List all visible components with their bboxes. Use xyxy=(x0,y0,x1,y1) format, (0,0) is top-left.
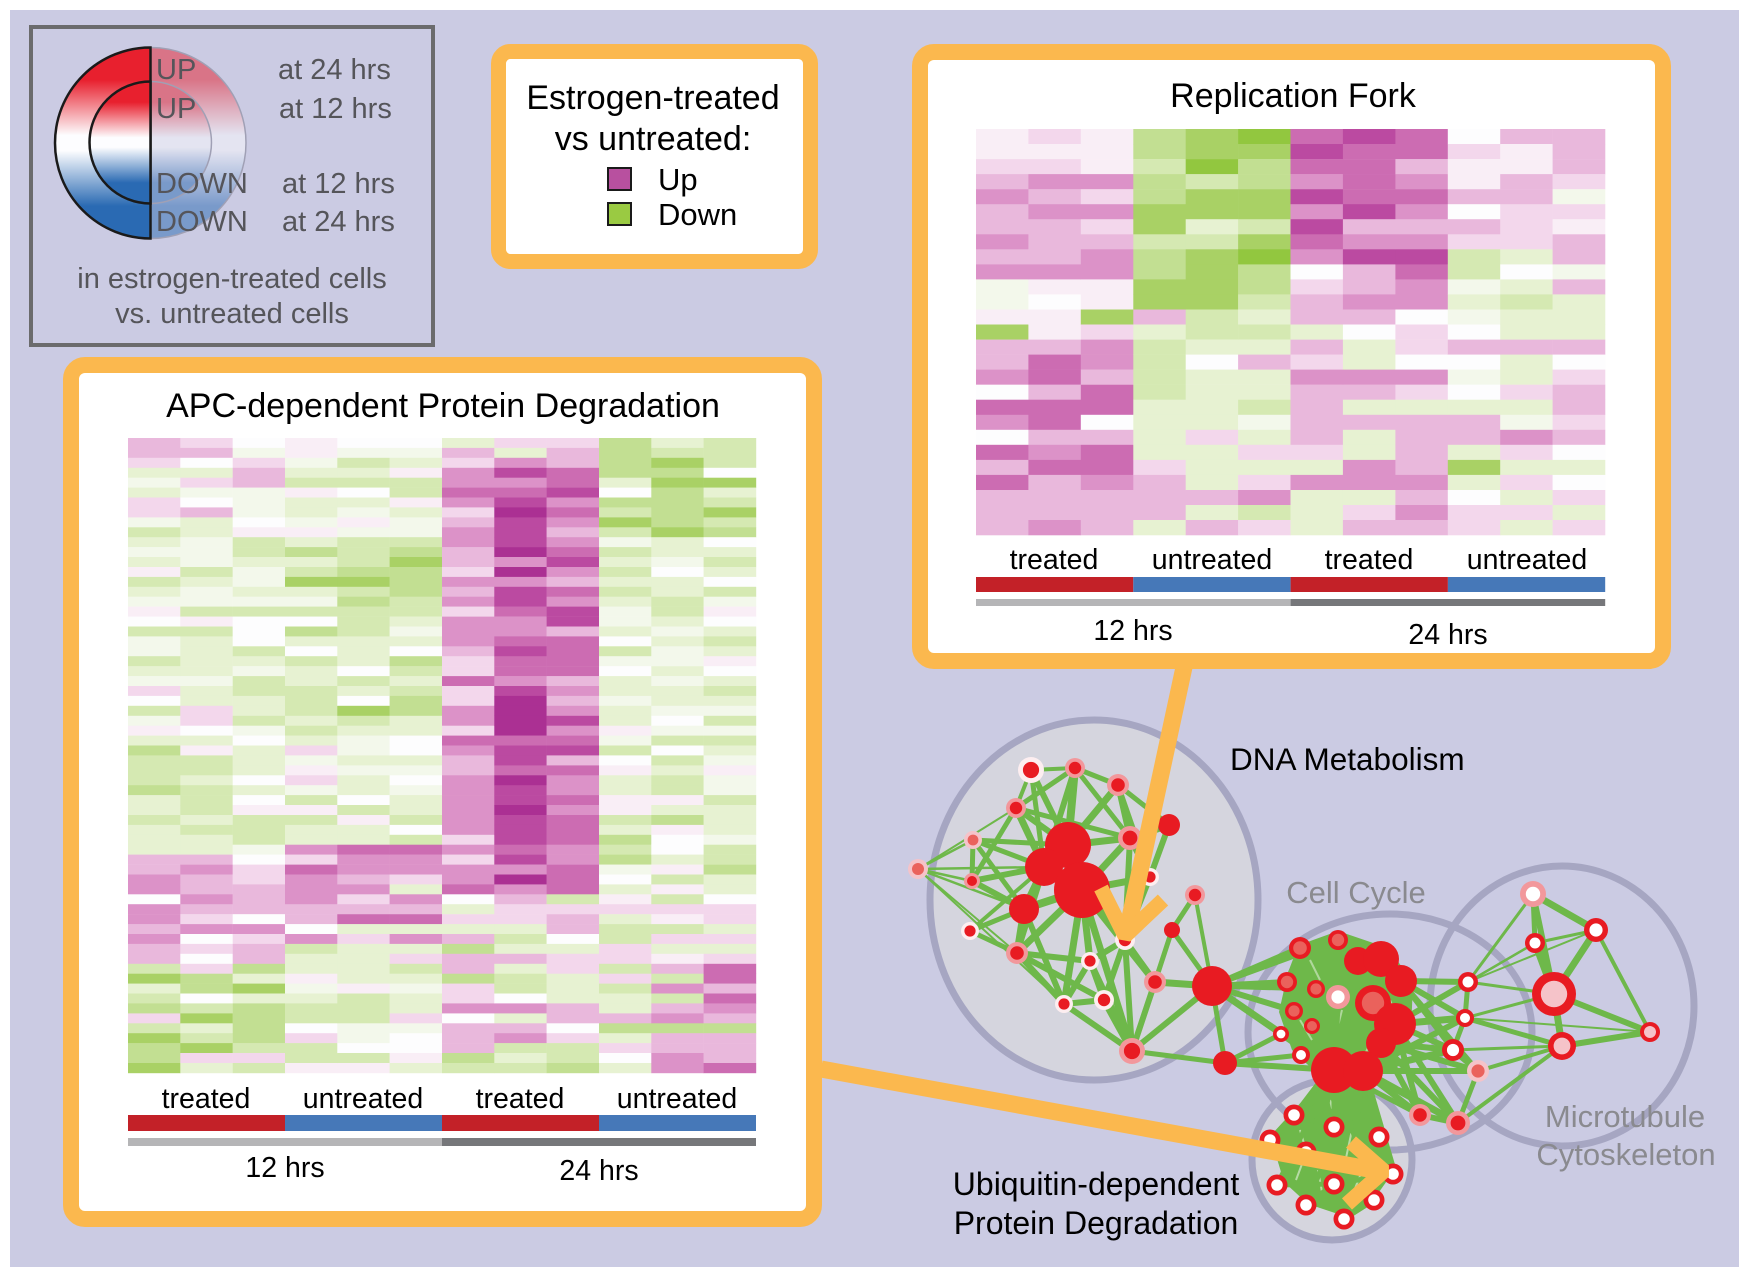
svg-text:Cell Cycle: Cell Cycle xyxy=(1286,875,1426,910)
svg-text:untreated: untreated xyxy=(303,1083,423,1115)
svg-text:Cytoskeleton: Cytoskeleton xyxy=(1536,1137,1715,1172)
svg-text:APC-dependent Protein Degradat: APC-dependent Protein Degradation xyxy=(166,387,720,425)
svg-text:Estrogen-treated: Estrogen-treated xyxy=(526,79,779,117)
svg-text:12 hrs: 12 hrs xyxy=(1093,615,1172,647)
svg-text:12 hrs: 12 hrs xyxy=(245,1152,324,1184)
svg-text:treated: treated xyxy=(1325,544,1414,576)
svg-text:Up: Up xyxy=(658,162,698,197)
svg-text:vs untreated:: vs untreated: xyxy=(555,120,752,158)
svg-text:UP: UP xyxy=(156,93,196,125)
svg-text:at 24 hrs: at 24 hrs xyxy=(282,206,395,238)
svg-text:at 24 hrs: at 24 hrs xyxy=(278,54,391,86)
svg-text:Down: Down xyxy=(658,197,737,232)
svg-text:24 hrs: 24 hrs xyxy=(1408,619,1487,651)
svg-text:Ubiquitin-dependent: Ubiquitin-dependent xyxy=(953,1166,1240,1202)
svg-text:at 12 hrs: at 12 hrs xyxy=(279,93,392,125)
svg-text:untreated: untreated xyxy=(617,1083,737,1115)
svg-text:DNA Metabolism: DNA Metabolism xyxy=(1230,741,1465,777)
svg-text:treated: treated xyxy=(1010,544,1099,576)
svg-text:at 12 hrs: at 12 hrs xyxy=(282,168,395,200)
svg-text:untreated: untreated xyxy=(1467,544,1587,576)
svg-text:Protein Degradation: Protein Degradation xyxy=(954,1205,1239,1241)
svg-text:untreated: untreated xyxy=(1152,544,1272,576)
svg-text:Microtubule: Microtubule xyxy=(1545,1099,1705,1134)
svg-text:treated: treated xyxy=(162,1083,251,1115)
svg-text:UP: UP xyxy=(156,54,196,86)
svg-text:treated: treated xyxy=(476,1083,565,1115)
svg-text:Replication Fork: Replication Fork xyxy=(1170,77,1417,115)
svg-text:24 hrs: 24 hrs xyxy=(559,1155,638,1187)
svg-text:DOWN: DOWN xyxy=(156,168,248,200)
svg-text:in estrogen-treated cells: in estrogen-treated cells xyxy=(77,263,387,295)
svg-text:vs. untreated cells: vs. untreated cells xyxy=(115,298,349,330)
svg-text:DOWN: DOWN xyxy=(156,206,248,238)
